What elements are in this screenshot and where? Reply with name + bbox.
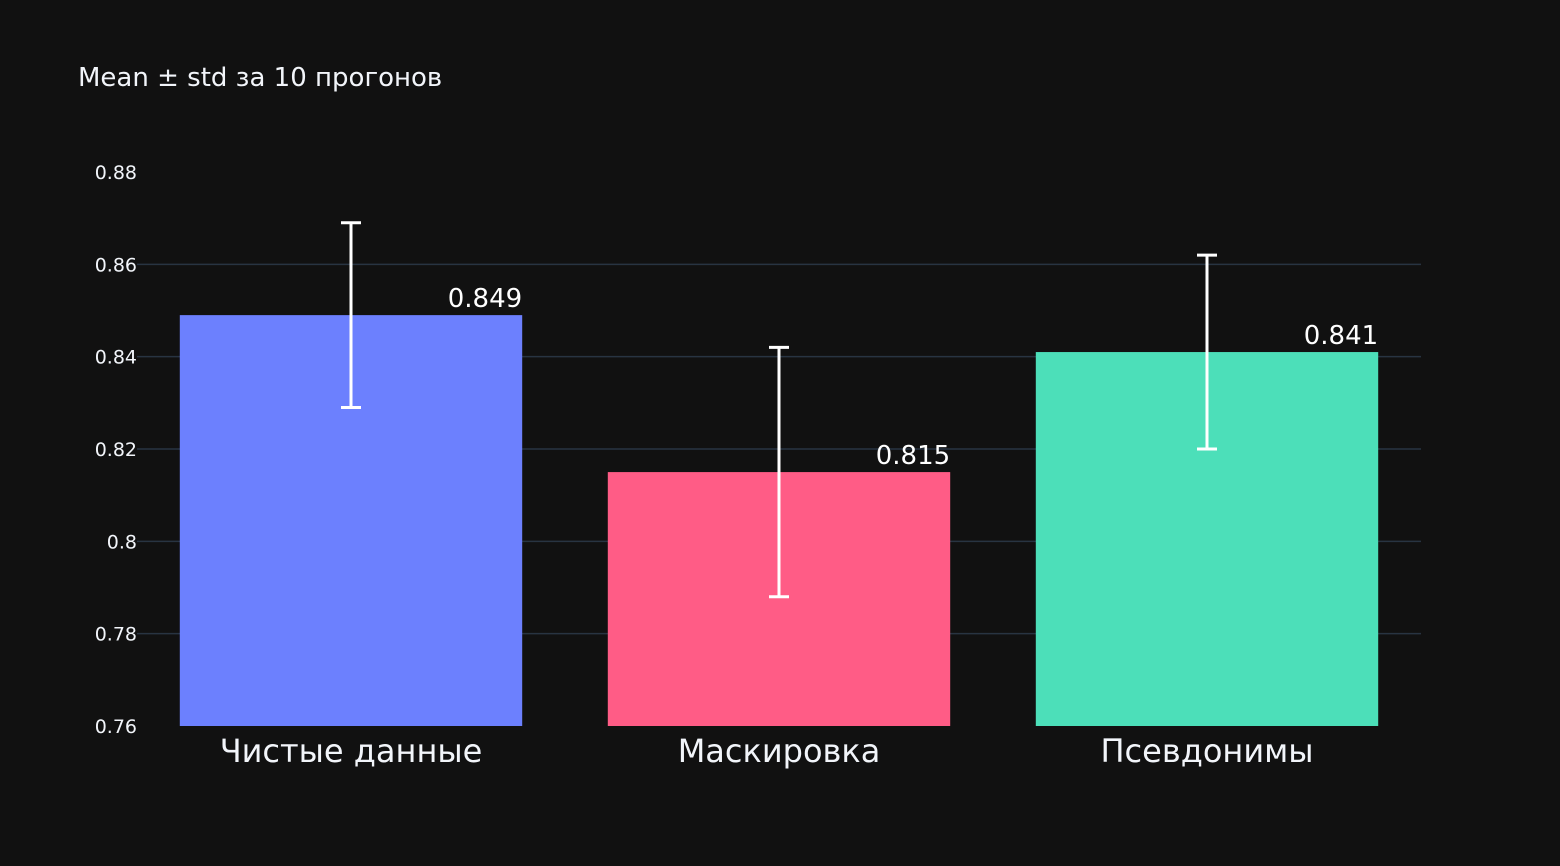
bars bbox=[179, 315, 1379, 726]
chart-title: Mean ± std за 10 прогонов bbox=[78, 63, 442, 93]
x-tick-label: Маскировка bbox=[678, 732, 881, 770]
data-label: 0.815 bbox=[876, 441, 950, 471]
y-tick-label: 0.76 bbox=[95, 716, 137, 738]
x-axis-ticks: Чистые данные Маскировка Псевдонимы bbox=[220, 732, 1314, 770]
data-label: 0.849 bbox=[448, 284, 522, 314]
error-bars bbox=[341, 221, 1217, 599]
error-bar bbox=[341, 221, 361, 409]
y-tick-label: 0.78 bbox=[95, 624, 137, 646]
x-tick-label: Псевдонимы bbox=[1100, 732, 1313, 770]
data-label: 0.841 bbox=[1304, 321, 1378, 351]
error-bar bbox=[769, 345, 789, 599]
y-tick-label: 0.82 bbox=[95, 439, 137, 461]
y-tick-label: 0.8 bbox=[107, 531, 137, 553]
y-tick-label: 0.88 bbox=[95, 162, 137, 184]
y-axis-ticks: 0.76 0.78 0.8 0.82 0.84 0.86 0.88 bbox=[95, 162, 137, 738]
x-tick-label: Чистые данные bbox=[220, 732, 483, 770]
error-bar bbox=[1197, 253, 1217, 451]
y-tick-label: 0.84 bbox=[95, 347, 137, 369]
y-tick-label: 0.86 bbox=[95, 254, 137, 276]
data-labels: 0.849 0.815 0.841 bbox=[448, 284, 1378, 471]
